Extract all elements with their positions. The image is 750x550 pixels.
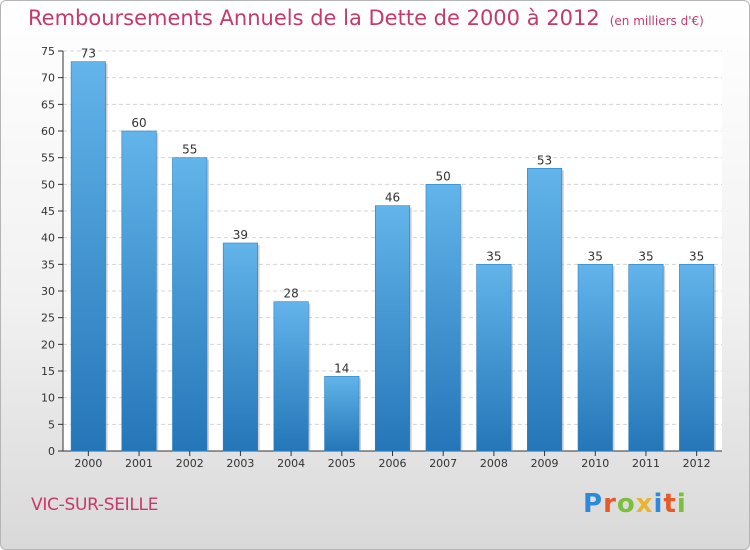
- proxiti-logo: Proxiti: [583, 489, 687, 519]
- data-label: 28: [283, 287, 298, 301]
- y-tick-label: 30: [41, 285, 55, 298]
- chart-title-text: Remboursements Annuels de la Dette de 20…: [28, 6, 600, 30]
- data-label: 55: [182, 143, 197, 157]
- x-tick-label: 2008: [480, 457, 508, 470]
- chart-title: Remboursements Annuels de la Dette de 20…: [28, 6, 704, 30]
- x-tick-label: 2000: [74, 457, 102, 470]
- bar: [527, 168, 563, 452]
- bar: [476, 264, 512, 452]
- data-label: 39: [233, 228, 248, 242]
- logo-letter: i: [676, 489, 687, 519]
- x-tick-label: 2004: [277, 457, 305, 470]
- y-tick-label: 60: [41, 125, 55, 138]
- bars: 73 60 55 39 28 14 46 50 35 53 35 35 35: [70, 47, 716, 452]
- data-label: 50: [436, 169, 451, 183]
- data-label: 60: [131, 116, 146, 130]
- y-tick-label: 65: [41, 98, 55, 111]
- bar: [70, 61, 106, 452]
- x-axis: 2000 2001 2002 2003 2004 2005 2006 2007 2008 2009…: [74, 451, 711, 470]
- data-label: 53: [537, 153, 552, 167]
- x-tick-label: 2009: [531, 457, 559, 470]
- y-tick-label: 45: [41, 205, 55, 218]
- bar: [628, 264, 664, 452]
- y-tick-label: 50: [41, 178, 55, 191]
- y-tick-label: 40: [41, 232, 55, 245]
- y-tick-label: 10: [41, 392, 55, 405]
- data-label: 35: [486, 249, 501, 263]
- logo-letter: t: [663, 489, 677, 519]
- data-label: 73: [81, 47, 96, 61]
- x-tick-label: 2011: [632, 457, 660, 470]
- logo-letter: i: [653, 489, 664, 519]
- x-tick-label: 2002: [176, 457, 204, 470]
- logo-letter: o: [616, 489, 636, 519]
- city-name: VIC-SUR-SEILLE: [31, 495, 159, 515]
- x-tick-label: 2007: [429, 457, 457, 470]
- logo-letter: P: [583, 489, 604, 519]
- y-tick-label: 20: [41, 338, 55, 351]
- logo-letter: x: [635, 489, 654, 519]
- bar: [374, 205, 411, 452]
- x-tick-label: 2001: [125, 457, 153, 470]
- data-label: 14: [334, 361, 349, 375]
- x-tick-label: 2005: [328, 457, 356, 470]
- x-tick-label: 2003: [226, 457, 254, 470]
- bar: [172, 157, 208, 452]
- y-tick-label: 55: [41, 152, 55, 165]
- bar: [425, 184, 461, 452]
- y-tick-label: 75: [41, 45, 55, 58]
- bar: [324, 376, 360, 452]
- y-tick-label: 5: [48, 418, 55, 431]
- x-tick-label: 2010: [581, 457, 609, 470]
- bar: [577, 264, 613, 452]
- chart-unit: (en milliers d'€): [609, 14, 704, 28]
- bar: [121, 130, 157, 452]
- y-tick-label: 25: [41, 312, 55, 325]
- y-tick-label: 35: [41, 258, 55, 271]
- x-tick-label: 2012: [683, 457, 711, 470]
- data-label: 35: [588, 249, 603, 263]
- bar: [679, 264, 715, 452]
- logo-letter: r: [603, 489, 617, 519]
- bar: [273, 301, 309, 452]
- data-label: 46: [385, 191, 400, 205]
- y-tick-label: 70: [41, 72, 55, 85]
- data-label: 35: [689, 249, 704, 263]
- data-label: 35: [638, 249, 653, 263]
- x-tick-label: 2006: [379, 457, 407, 470]
- bar: [222, 242, 258, 452]
- y-tick-label: 15: [41, 365, 55, 378]
- y-tick-label: 0: [48, 445, 55, 458]
